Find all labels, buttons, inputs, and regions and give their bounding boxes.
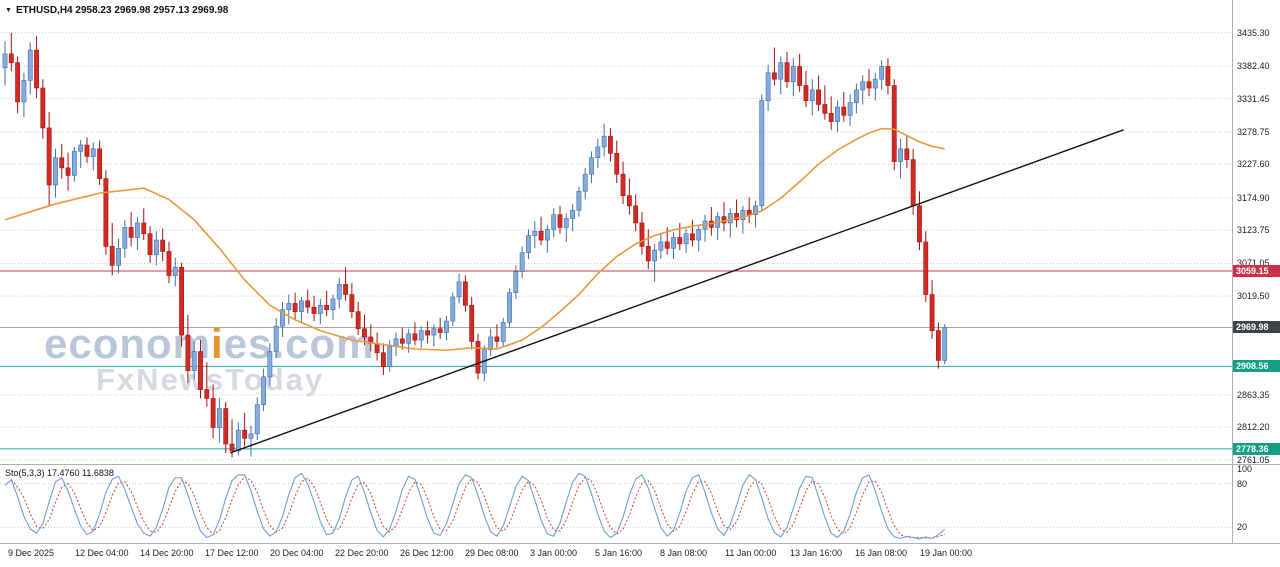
indicator-tick-label: 100 [1237,464,1253,474]
price-tick-label: 3019.50 [1237,291,1270,302]
indicator-timeaxis-separator [0,543,1280,544]
time-tick-label: 22 Dec 20:00 [335,548,389,558]
price-tick-label: 2812.20 [1237,422,1270,433]
price-tick-label: 3331.45 [1237,93,1270,104]
time-tick-label: 19 Jan 00:00 [920,548,973,558]
time-axis: 9 Dec 2025 12 Dec 04:00 14 Dec 20:00 17 Dec… [0,546,1232,566]
stochastic-indicator-chart[interactable] [0,465,1232,543]
axis-separator [1232,0,1233,543]
price-tick-label: 3123.75 [1237,225,1270,236]
price-tick-label: 2761.05 [1237,454,1270,465]
price-tick-label: 3382.40 [1237,61,1270,72]
chevron-down-icon[interactable]: ▼ [5,7,12,14]
price-axis: 3435.30 3382.40 3331.45 3278.75 3227.60 3174.… [1233,0,1280,465]
time-tick-label: 8 Jan 08:00 [660,548,708,558]
time-tick-label: 29 Dec 08:00 [465,548,519,558]
time-tick-label: 12 Dec 04:00 [75,548,129,558]
time-tick-label: 9 Dec 2025 [8,548,55,558]
time-tick-label: 16 Jan 08:00 [855,548,908,558]
indicator-tick-label: 20 [1237,522,1248,533]
time-tick-label: 5 Jan 16:00 [595,548,643,558]
price-level-badge: 2908.56 [1233,360,1280,373]
indicator-tick-label: 80 [1237,478,1248,489]
candlestick-chart[interactable] [0,0,1232,463]
time-tick-label: 11 Jan 00:00 [725,548,777,558]
price-level-badge: 2778.36 [1233,442,1280,455]
symbol-ohlc-text: ETHUSD,H4 2958.23 2969.98 2957.13 2969.9… [15,5,229,16]
time-tick-label: 13 Jan 16:00 [790,548,843,558]
price-tick-label: 3071.05 [1237,258,1270,269]
price-level-badge: 3059.15 [1233,264,1280,277]
chart-indicator-separator[interactable] [0,464,1280,465]
symbol-header: ▼ ETHUSD,H4 2958.23 2969.98 2957.13 2969… [5,5,228,16]
price-tick-label: 3227.60 [1237,159,1270,170]
time-tick-label: 3 Jan 00:00 [530,548,578,558]
indicator-label: Sto(5,3,3) 17.4760 11.6838 [5,468,114,478]
time-tick-label: 14 Dec 20:00 [140,548,194,558]
time-tick-label: 17 Dec 12:00 [205,548,259,558]
price-tick-label: 3278.75 [1237,126,1270,137]
price-tick-label: 2863.35 [1237,390,1270,400]
price-tick-label: 3174.90 [1237,192,1270,203]
time-tick-label: 20 Dec 04:00 [270,548,324,558]
price-tick-label: 3435.30 [1237,27,1270,38]
time-tick-label: 26 Dec 12:00 [400,548,454,558]
price-level-badge: 2969.98 [1233,321,1280,334]
